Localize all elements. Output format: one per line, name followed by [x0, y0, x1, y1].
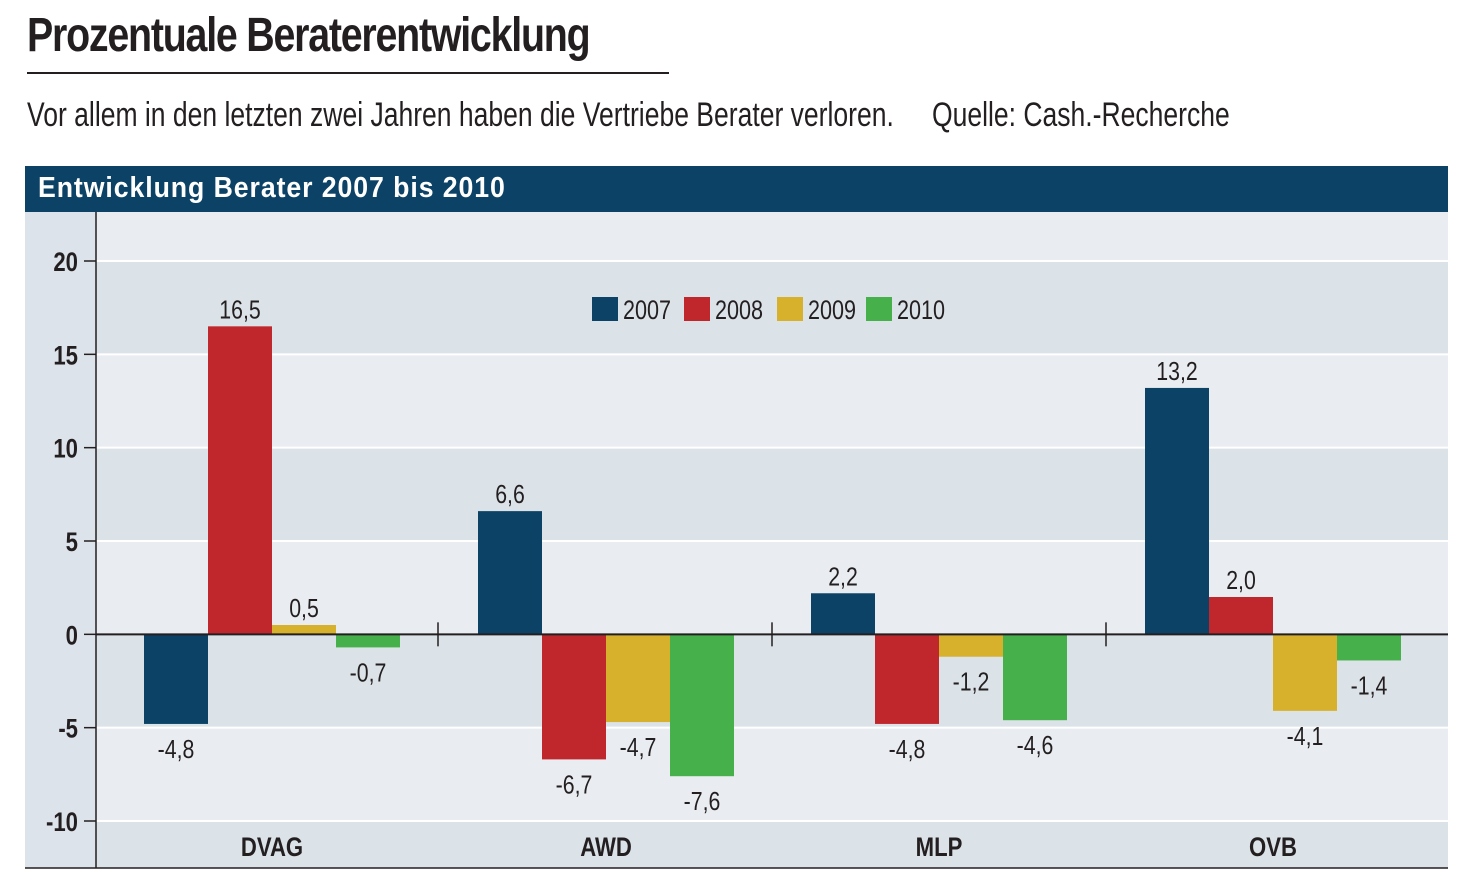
bar [875, 634, 939, 724]
bar [336, 634, 400, 648]
title-underline [27, 72, 669, 74]
plot-band [96, 354, 1448, 448]
bar [1337, 634, 1401, 661]
bar [1003, 634, 1067, 721]
bar [1145, 387, 1209, 635]
y-tick-label: 10 [53, 435, 78, 465]
plot-band [96, 261, 1448, 355]
x-tick-label: MLP [916, 833, 963, 863]
plot-band [96, 634, 1448, 728]
data-label: -4,1 [1287, 722, 1324, 752]
bar [208, 326, 272, 635]
y-tick-label: 5 [66, 528, 79, 558]
chart-header-bar: Entwicklung Berater 2007 bis 2010 [25, 166, 1448, 212]
legend-label: 2009 [808, 296, 856, 326]
data-label: -4,8 [889, 735, 926, 765]
y-tick-label: -10 [46, 808, 78, 838]
y-tick-label: 15 [53, 341, 78, 371]
bar [811, 593, 875, 635]
data-label: -4,8 [158, 735, 195, 765]
y-tick-label: 0 [66, 621, 78, 651]
data-label: 0,5 [289, 594, 319, 624]
data-label: 16,5 [219, 295, 260, 325]
bar [606, 634, 670, 723]
x-tick-label: AWD [580, 833, 632, 863]
legend-label: 2008 [715, 296, 763, 326]
data-label: -0,7 [350, 658, 387, 688]
data-label: 2,2 [828, 562, 858, 592]
data-label: 13,2 [1156, 357, 1197, 387]
x-tick-label: OVB [1249, 833, 1297, 863]
x-tick-label: DVAG [241, 833, 303, 863]
legend-swatch [777, 297, 803, 321]
data-label: -6,7 [556, 770, 593, 800]
legend-label: 2007 [623, 296, 671, 326]
bar [478, 511, 542, 635]
data-label: -1,2 [953, 668, 990, 698]
data-label: 6,6 [495, 480, 525, 510]
plot-band [96, 447, 1448, 541]
plot-band [96, 212, 1448, 261]
data-label: -4,7 [620, 733, 657, 763]
bar [1273, 634, 1337, 711]
legend-swatch [866, 297, 892, 321]
chart-title: Entwicklung Berater 2007 bis 2010 [38, 172, 506, 204]
y-tick-label: -5 [58, 715, 78, 745]
legend-swatch [684, 297, 710, 321]
data-label: -7,6 [684, 787, 721, 817]
data-label: 2,0 [1226, 566, 1256, 596]
bar [939, 634, 1003, 657]
page-title: Prozentuale Beraterentwicklung [27, 9, 591, 62]
plot-band [96, 821, 1448, 868]
legend-swatch [592, 297, 618, 321]
bar [542, 634, 606, 760]
bar [144, 634, 208, 724]
plot-band [96, 727, 1448, 821]
data-label: -4,6 [1017, 731, 1054, 761]
source-note: Quelle: Cash.-Recherche [932, 96, 1230, 134]
subtitle: Vor allem in den letzten zwei Jahren hab… [27, 96, 894, 134]
bar [670, 634, 734, 777]
y-tick-label: 20 [53, 248, 78, 278]
bar [272, 625, 336, 635]
legend-label: 2010 [897, 296, 945, 326]
bar [1209, 597, 1273, 635]
data-label: -1,4 [1351, 672, 1388, 702]
